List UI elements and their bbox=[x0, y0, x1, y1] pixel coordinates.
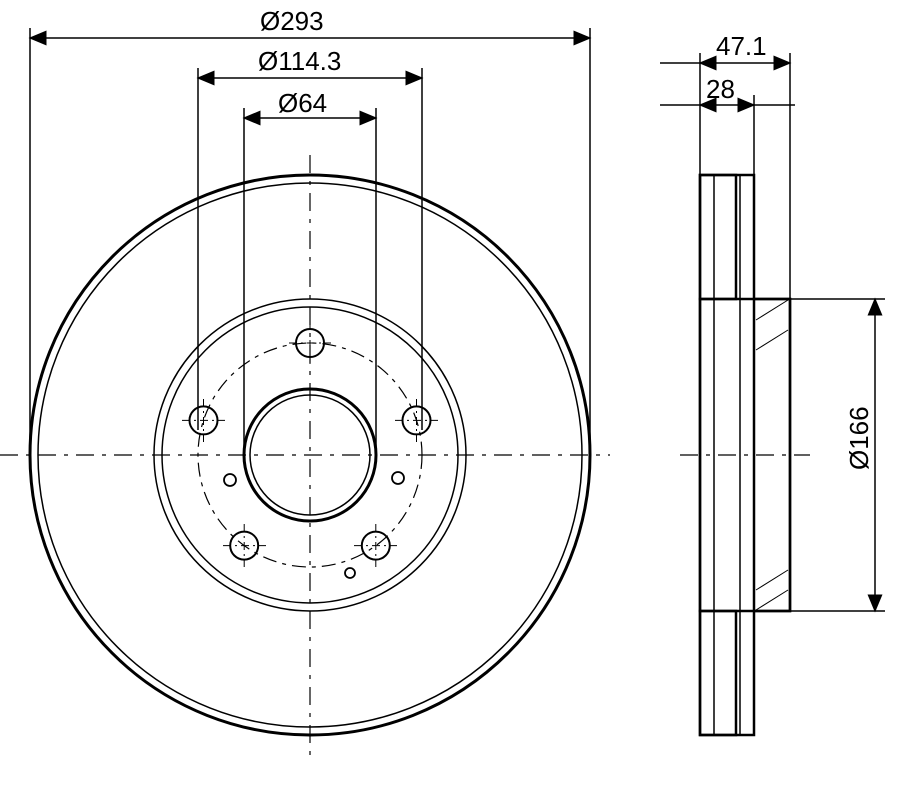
bolt-hole bbox=[223, 524, 266, 567]
pin-hole bbox=[345, 568, 355, 578]
front-view bbox=[0, 155, 610, 755]
dim-label-d1143: Ø114.3 bbox=[258, 46, 341, 76]
technical-drawing: Ø293 Ø114.3 Ø64 47.1 28 Ø166 bbox=[0, 0, 900, 804]
bolt-hole bbox=[354, 524, 397, 567]
dimension-28 bbox=[660, 95, 795, 175]
dim-label-d64: Ø64 bbox=[278, 88, 327, 118]
dim-label-d293: Ø293 bbox=[260, 6, 324, 36]
dim-label-47: 47.1 bbox=[716, 31, 767, 61]
pin-hole bbox=[224, 474, 236, 486]
bolt-hole bbox=[182, 399, 225, 442]
drawing-svg: Ø293 Ø114.3 Ø64 47.1 28 Ø166 bbox=[0, 0, 900, 804]
dim-label-166: Ø166 bbox=[844, 406, 874, 470]
dim-label-28: 28 bbox=[706, 74, 735, 104]
pin-hole bbox=[392, 472, 404, 484]
bolt-hole bbox=[395, 399, 438, 442]
